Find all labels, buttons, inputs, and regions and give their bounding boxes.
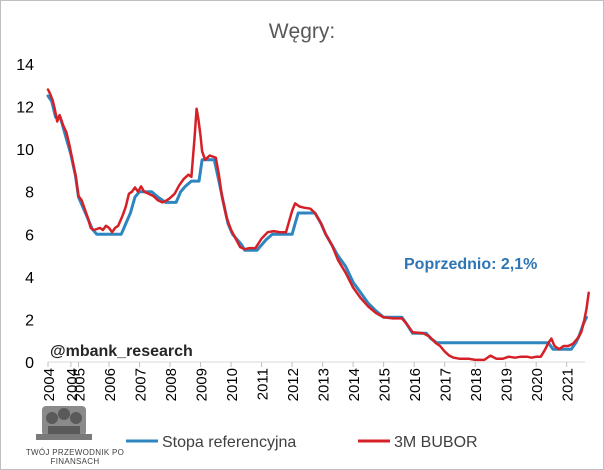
x-tick-label: 2012 <box>285 368 302 401</box>
x-tick-label: 2007 <box>133 368 150 401</box>
x-tick-label: 2010 <box>224 368 241 401</box>
y-tick-label: 8 <box>25 185 34 202</box>
mbank-logo <box>4 400 124 468</box>
x-tick-label: 2018 <box>468 368 485 401</box>
x-tick-label: 2006 <box>102 368 119 401</box>
x-tick-label: 2013 <box>316 368 333 401</box>
annotation-previous-rate: Poprzednio: 2,1% <box>404 256 537 273</box>
y-tick-label: 2 <box>25 312 34 329</box>
chart-title: Węgry: <box>268 20 336 43</box>
x-tick-label: 2011 <box>255 368 272 400</box>
x-tick-label: 2014 <box>346 368 363 401</box>
y-tick-label: 4 <box>25 270 34 287</box>
logo-caption-line1: TWÓJ PRZEWODNIK PO <box>25 448 125 457</box>
x-tick-label: 2004 <box>64 368 81 401</box>
x-tick-label: 2009 <box>194 368 211 401</box>
y-tick-label: 0 <box>25 355 34 372</box>
x-tick-label: 2021 <box>560 368 577 401</box>
x-tick-label: 2016 <box>407 368 424 401</box>
legend-label-3m-bubor: 3M BUBOR <box>394 434 478 451</box>
logo-caption-line2: FINANSACH <box>50 457 100 466</box>
annotation-mbank-research: @mbank_research <box>50 343 193 360</box>
logo-caption: TWÓJ PRZEWODNIK PO FINANSACH <box>0 448 150 466</box>
y-tick-label: 10 <box>16 142 34 159</box>
x-tick-label: 2008 <box>163 368 180 401</box>
x-tick-label: 2004 <box>41 368 58 401</box>
y-tick-label: 12 <box>16 100 34 117</box>
series-line-stopa-referencyjna <box>46 94 588 351</box>
x-tick-label: 2005 <box>72 368 89 401</box>
x-tick-label: 2017 <box>438 368 455 401</box>
x-tick-label: 2015 <box>377 368 394 401</box>
x-tick-label: 2020 <box>529 368 546 401</box>
series-line-3m-bubor <box>46 88 590 362</box>
legend-label-stopa-referencyjna: Stopa referencyjna <box>162 434 296 451</box>
y-tick-label: 14 <box>16 57 34 74</box>
x-tick-label: 2019 <box>499 368 516 401</box>
y-tick-label: 6 <box>25 227 34 244</box>
